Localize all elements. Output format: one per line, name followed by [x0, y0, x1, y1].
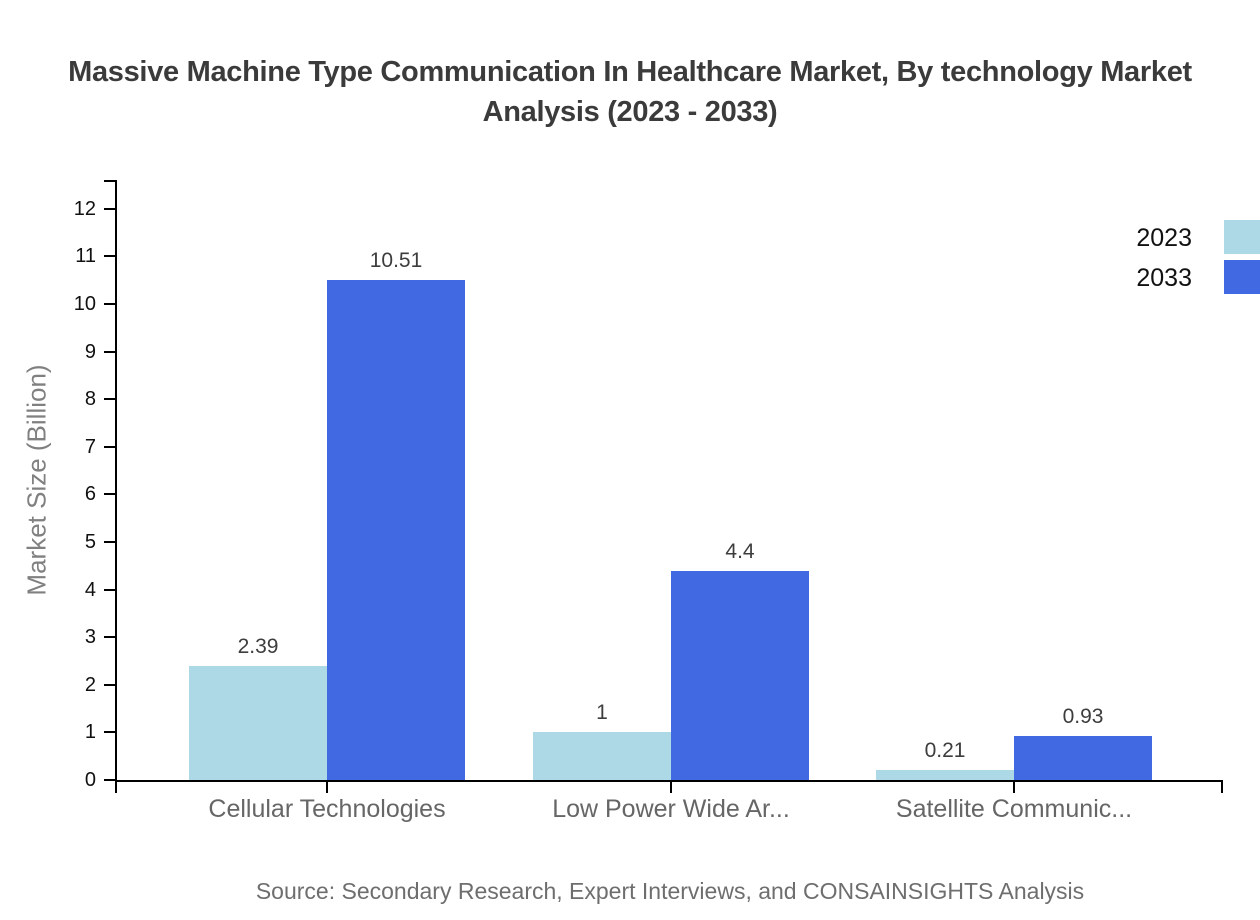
- bar-2023-low-power-wide-ar: [533, 732, 671, 780]
- bar-2033-satellite-communic: [1014, 735, 1152, 780]
- bar-2033-cellular-technologies: [327, 279, 465, 780]
- x-axis-tick: [670, 782, 672, 793]
- y-axis-tick-label: 6: [84, 483, 96, 506]
- y-axis-tick: [104, 445, 115, 448]
- bar-value-label: 1: [596, 701, 608, 725]
- y-axis-tick: [104, 588, 115, 591]
- category-label: Cellular Technologies: [208, 795, 446, 823]
- y-axis-tick: [104, 255, 115, 258]
- x-axis-tick: [326, 782, 328, 793]
- category-label: Low Power Wide Ar...: [552, 795, 790, 823]
- y-axis-tick: [104, 493, 115, 496]
- y-axis-tick: [104, 207, 115, 210]
- x-axis-line: [115, 780, 1223, 782]
- y-axis-tick: [104, 541, 115, 543]
- y-axis-tick-label: 5: [84, 531, 96, 553]
- legend-label-2023: 2023: [1136, 224, 1192, 252]
- category-label: Satellite Communic...: [895, 795, 1133, 823]
- y-axis-tick-label: 4: [84, 578, 96, 601]
- y-axis-tick-label: 9: [84, 340, 96, 363]
- y-axis-tick: [104, 683, 115, 686]
- y-axis-tick-label: 11: [75, 245, 96, 268]
- bar-2023-satellite-communic: [876, 770, 1014, 780]
- y-axis-tick-label: 7: [84, 435, 96, 458]
- y-axis-tick: [104, 303, 115, 305]
- y-axis-tick: [104, 350, 115, 353]
- x-axis-tick: [1013, 782, 1015, 793]
- chart-title: Massive Machine Type Communication In He…: [68, 56, 1192, 128]
- y-axis-tick-label: 1: [84, 721, 96, 744]
- y-axis-tick-label: 8: [84, 388, 96, 411]
- y-axis-tick: [104, 731, 115, 734]
- y-axis-tick-label: 0: [84, 769, 96, 791]
- bar-value-label: 0.21: [924, 739, 966, 762]
- y-axis-tick-label: 10: [73, 293, 96, 315]
- legend-swatch-2023: [1224, 220, 1260, 254]
- y-axis-tick-label: 12: [73, 197, 96, 220]
- bar-value-label: 4.4: [725, 539, 755, 563]
- source-note: Source: Secondary Research, Expert Inter…: [255, 878, 1085, 904]
- legend-swatch-2033: [1224, 260, 1260, 294]
- y-axis-tick: [104, 398, 115, 401]
- x-axis-endcap-tick: [1221, 782, 1223, 793]
- y-axis-tick: [104, 636, 115, 639]
- y-axis-endcap-tick: [104, 180, 115, 182]
- y-axis-tick: [104, 779, 115, 781]
- bar-value-label: 0.93: [1062, 704, 1104, 728]
- y-axis-tick-label: 2: [84, 673, 96, 696]
- bar-2033-low-power-wide-ar: [671, 570, 809, 780]
- bar-2023-cellular-technologies: [189, 666, 327, 780]
- bar-value-label: 10.51: [369, 248, 423, 272]
- bar-value-label: 2.39: [237, 635, 279, 659]
- y-axis-line: [115, 180, 117, 793]
- y-axis-tick-label: 3: [84, 626, 96, 649]
- legend-label-2033: 2033: [1136, 264, 1192, 292]
